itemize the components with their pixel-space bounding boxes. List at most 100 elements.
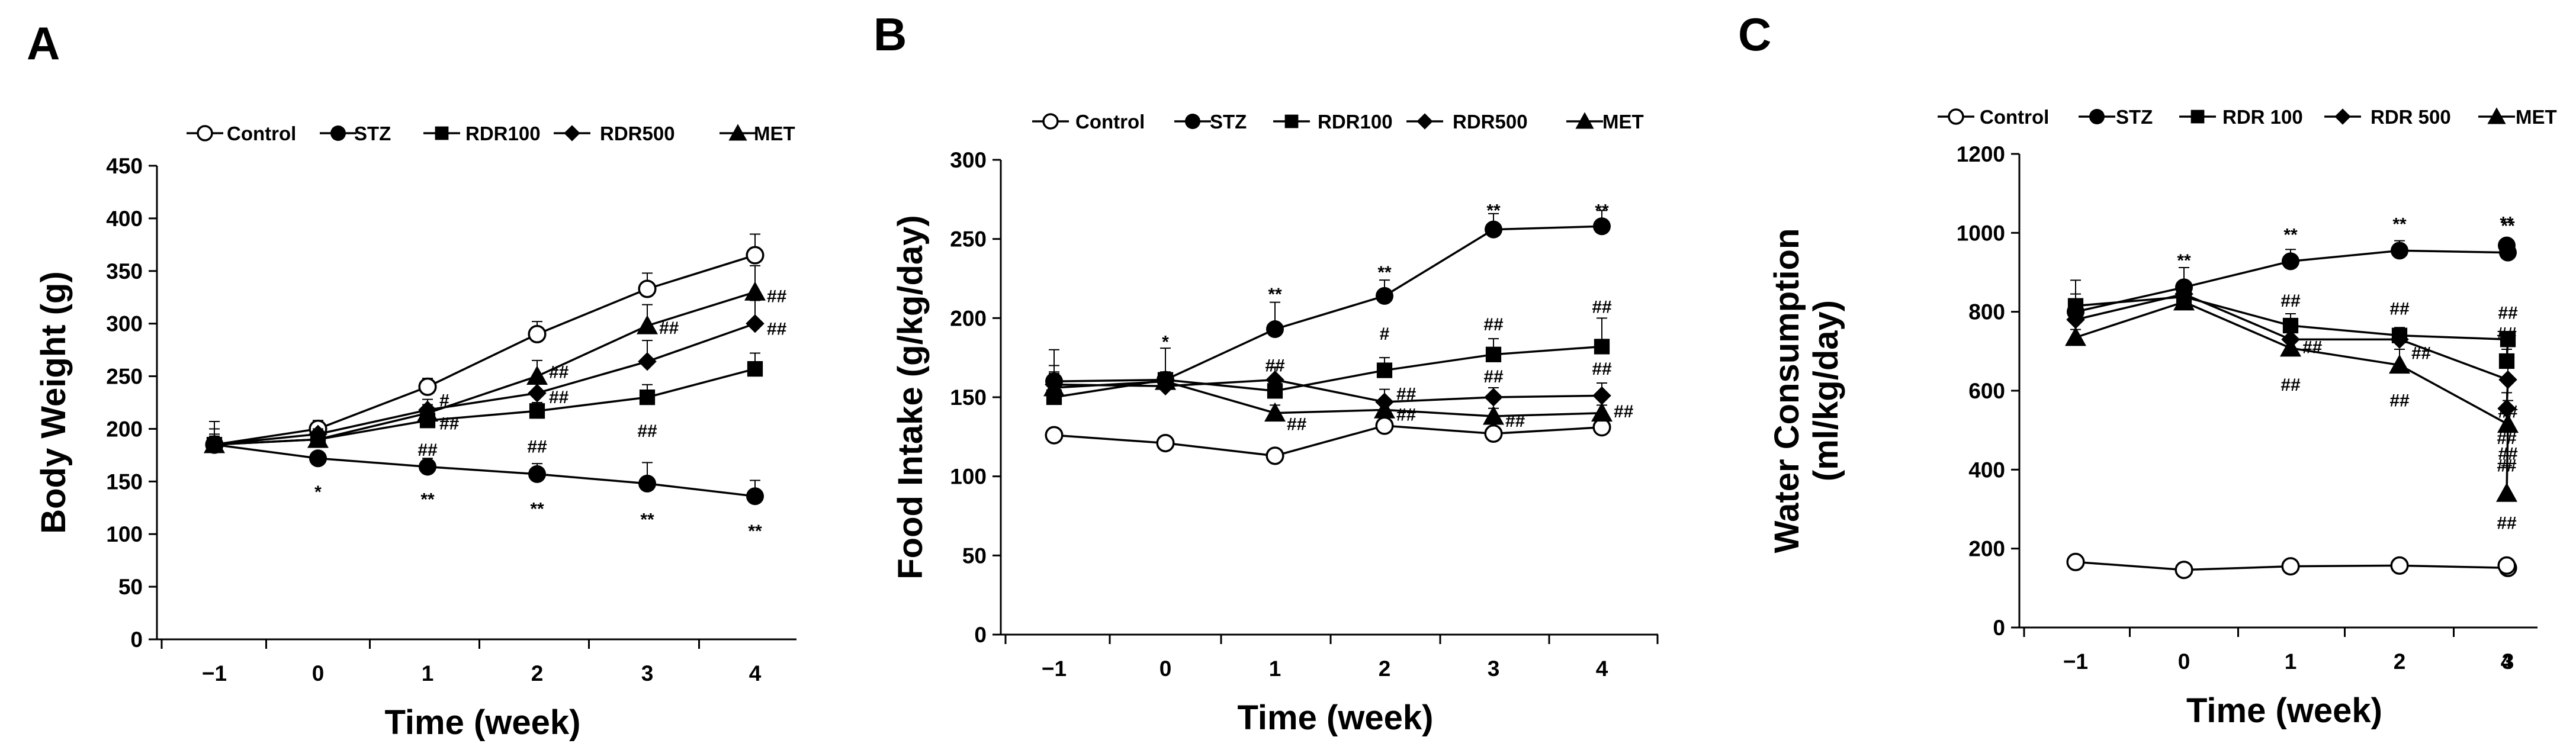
x-tick-label: 1 (422, 661, 434, 686)
series-control (1045, 416, 1611, 465)
legend-label-met: MET (2516, 106, 2557, 128)
data-point-rdr100 (1594, 339, 1610, 355)
significance-mark: ## (2281, 375, 2301, 395)
data-point-rdr-500 (2497, 399, 2516, 418)
data-point-stz (2391, 242, 2408, 260)
significance-mark: ## (549, 362, 569, 382)
y-tick-label: 250 (106, 365, 143, 389)
y-tick-label: 1200 (1957, 142, 2005, 166)
data-point-stz (1376, 287, 1393, 305)
y-tick-label: 300 (106, 312, 143, 336)
significance-mark: ## (637, 421, 657, 441)
significance-mark: ## (1592, 298, 1612, 317)
y-axis-label: Water Consumption(ml/kg/day) (1768, 229, 1845, 554)
significance-mark: ** (530, 500, 544, 519)
data-point-met (204, 434, 225, 453)
data-point-met (637, 315, 658, 334)
significance-mark: ** (640, 510, 654, 529)
y-tick-label: 400 (1968, 458, 2005, 482)
legend-label-control: Control (1075, 111, 1145, 133)
significance-mark: ## (1265, 356, 1285, 376)
significance-mark: ## (2302, 338, 2323, 358)
significance-mark: ## (527, 437, 547, 457)
significance-mark: ## (1483, 315, 1504, 334)
significance-mark: ## (2281, 291, 2301, 311)
significance-mark: ** (748, 522, 762, 541)
data-point-rdr100 (747, 361, 763, 377)
significance-mark: ** (2501, 216, 2515, 236)
x-tick-label: 4 (2501, 649, 2513, 674)
significance-mark: ** (1486, 201, 1501, 221)
series-control (2066, 552, 2517, 580)
significance-mark: ## (2498, 402, 2518, 421)
x-tick-label: 4 (1596, 657, 1608, 681)
legend-marker-control (1042, 113, 1059, 130)
data-point-met (2389, 354, 2410, 374)
significance-mark: ** (1268, 285, 1282, 304)
x-tick-label: 3 (2502, 649, 2514, 674)
y-tick-label: 200 (950, 306, 987, 330)
legend-label-rdr500: RDR500 (1453, 111, 1528, 133)
significance-mark: ** (420, 490, 435, 510)
data-point-stz (1593, 217, 1611, 236)
significance-mark: # (439, 391, 449, 410)
x-tick-label: −1 (1042, 657, 1067, 681)
legend: Control STZ RDR100 RDR500 MET (1032, 111, 1644, 133)
x-tick-label: −1 (2063, 649, 2088, 674)
data-point-control (2066, 552, 2085, 571)
data-point-control (1265, 446, 1284, 465)
x-tick-label: 2 (2394, 649, 2406, 674)
data-point-rdr500 (746, 314, 765, 333)
data-point-control (2281, 557, 2300, 576)
y-axis-label-line: Body Weight (g) (34, 271, 73, 534)
significance-mark: ## (767, 287, 787, 306)
legend-marker-stz (330, 125, 346, 141)
data-point-stz (746, 487, 764, 506)
series-line (214, 323, 756, 446)
series-line (214, 291, 756, 446)
data-point-rdr-500 (2498, 370, 2517, 390)
y-tick-label: 150 (106, 469, 143, 494)
legend-marker-met (1575, 112, 1594, 129)
data-point-rdr100 (639, 389, 656, 406)
legend-label-rdr100: RDR100 (1318, 111, 1393, 133)
y-axis-label-line: Water Consumption (1768, 229, 1806, 554)
data-point-met (1483, 406, 1504, 425)
legend-label-rdr-500: RDR 500 (2371, 106, 2451, 128)
significance-mark: ## (1396, 405, 1417, 424)
significance-mark: ## (1614, 402, 1634, 421)
legend-marker-stz (2089, 109, 2105, 124)
legend-marker-rdr100 (1284, 114, 1299, 128)
series-met (2065, 291, 2519, 502)
data-point-met (1043, 376, 1065, 397)
significance-mark: ## (2389, 299, 2410, 318)
significance-mark: ## (1396, 385, 1417, 404)
data-point-control (638, 279, 657, 298)
series-met (1043, 371, 1613, 425)
y-tick-label: 800 (1968, 300, 2005, 324)
legend-marker-stz (1185, 114, 1200, 129)
significance-mark: ** (2283, 226, 2298, 245)
legend-label-met: MET (754, 123, 795, 144)
data-point-met (2496, 482, 2517, 502)
data-point-met (1264, 402, 1286, 422)
data-point-met (2280, 337, 2301, 357)
legend-marker-rdr-100 (2190, 110, 2205, 124)
data-point-control (1156, 433, 1175, 453)
series-line (1053, 424, 1602, 457)
x-tick-label: 1 (2285, 649, 2297, 674)
y-tick-label: 400 (106, 207, 143, 231)
significance-mark: ## (2389, 391, 2410, 411)
y-axis-label-line: (ml/kg/day) (1807, 300, 1845, 481)
legend-marker-rdr500 (1417, 113, 1433, 130)
series-control (205, 233, 765, 454)
significance-mark: ## (2498, 445, 2518, 464)
data-point-rdr100 (529, 403, 545, 419)
y-tick-label: 0 (974, 623, 987, 647)
data-point-rdr500 (638, 352, 657, 371)
x-tick-label: 1 (1269, 657, 1281, 681)
significance-mark: ## (1505, 411, 1525, 431)
y-tick-label: 250 (950, 227, 987, 252)
data-point-met (417, 402, 438, 422)
